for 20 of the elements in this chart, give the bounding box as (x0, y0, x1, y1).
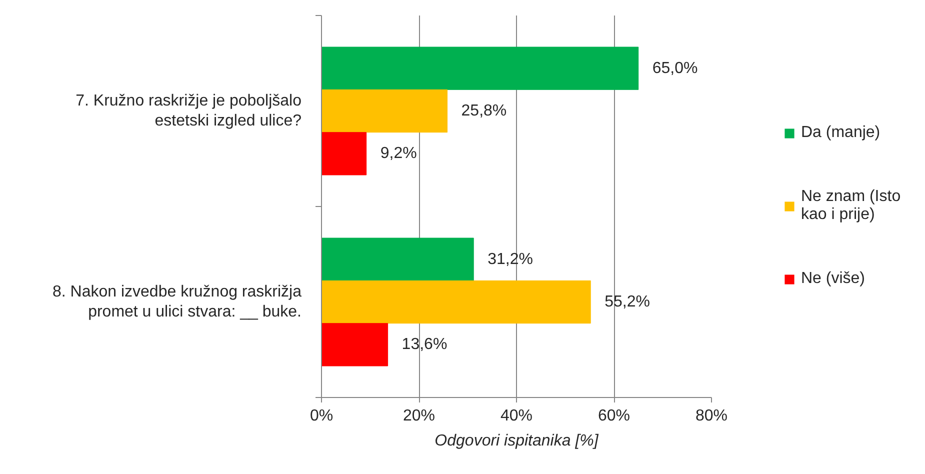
legend-label: Ne (više) (801, 270, 866, 288)
bar (322, 89, 448, 133)
x-tick-label: 40% (500, 408, 533, 424)
x-axis-title: Odgovori ispitanika [%] (434, 432, 599, 450)
x-tick-label: 0% (310, 408, 334, 424)
bar (322, 280, 591, 324)
bar (322, 46, 639, 90)
bar (322, 132, 367, 176)
data-label: 25,8% (461, 102, 507, 120)
bar (322, 323, 388, 366)
x-tick-label: 60% (598, 408, 630, 424)
y-tick-label: 7. Kružno raskrižje je poboljšalo estetski izgled ulice? (76, 92, 302, 130)
bar (322, 238, 474, 281)
legend-label: Da (manje) (801, 124, 880, 142)
data-label: 9,2% (380, 145, 417, 162)
data-label: 65,0% (652, 60, 698, 77)
x-tick-label: 20% (402, 408, 436, 424)
x-tick-label: 80% (695, 408, 728, 424)
legend-label: Ne znam (Isto kao i prije) (801, 188, 901, 224)
y-tick-label: 8. Nakon izvedbe kružnog raskrižja promet u ulici stvara: __ buke. (52, 283, 302, 321)
